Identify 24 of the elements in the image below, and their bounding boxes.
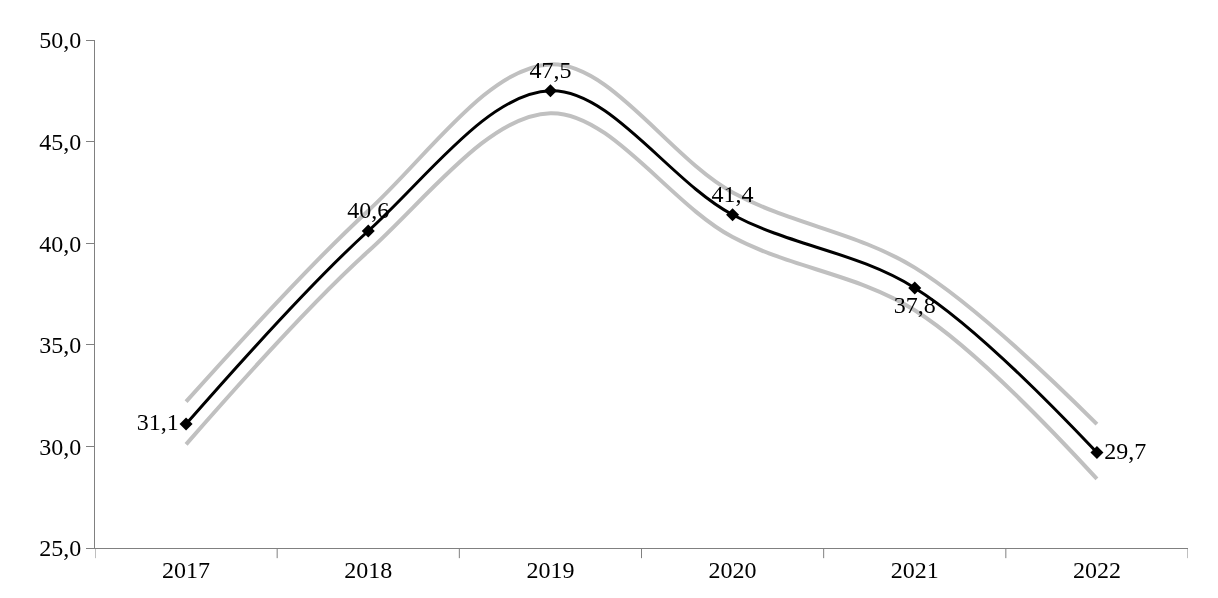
x-tick-label: 2021	[890, 556, 939, 583]
y-tick-label: 35,0	[39, 332, 82, 359]
x-tick-label: 2017	[162, 556, 211, 583]
x-tick-label: 2019	[526, 556, 575, 583]
y-tick-label: 25,0	[39, 535, 82, 562]
y-tick-label: 45,0	[39, 129, 82, 155]
y-tick-label: 50,0	[39, 27, 82, 54]
point	[361, 224, 375, 238]
data-label: 31,1	[136, 409, 179, 436]
point	[543, 84, 557, 98]
data-label: 41,4	[711, 180, 754, 207]
point	[908, 281, 922, 295]
point	[1090, 446, 1104, 459]
y-tick-label: 40,0	[39, 230, 82, 257]
point	[726, 208, 740, 222]
data-label: 40,6	[347, 196, 390, 223]
point	[179, 417, 193, 431]
data-label: 29,7	[1104, 437, 1147, 464]
x-tick-label: 2020	[708, 556, 757, 583]
data-label: 37,8	[893, 292, 936, 319]
data-label: 47,5	[529, 56, 572, 83]
x-tick-label: 2022	[1072, 556, 1121, 583]
x-tick-label: 2018	[344, 556, 393, 583]
y-tick-label: 30,0	[39, 433, 82, 460]
